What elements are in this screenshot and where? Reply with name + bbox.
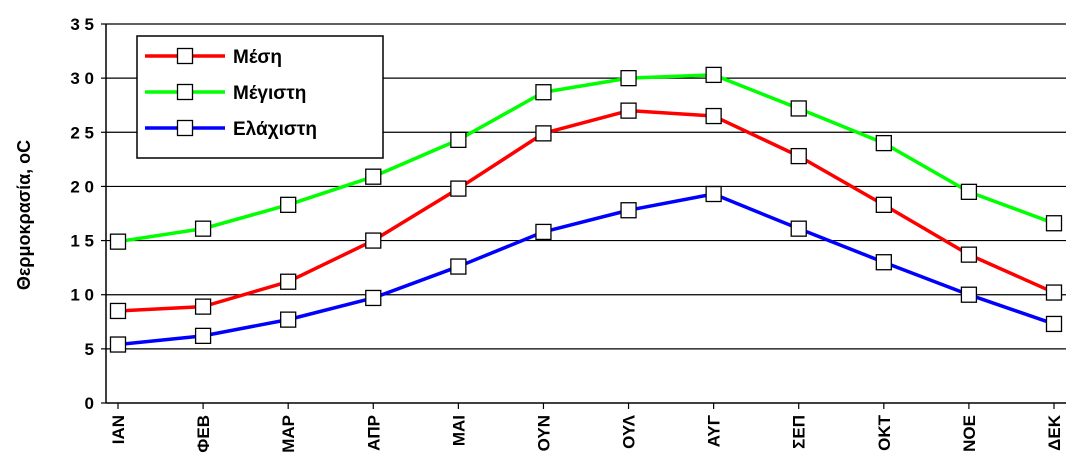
- series-line-1: [117, 108, 1055, 313]
- data-point-marker: [790, 100, 807, 117]
- x-tick-label: ΑΠΡ: [364, 415, 383, 451]
- legend-label: Ελάχιστη: [233, 119, 317, 140]
- y-axis-label: Θερμοκρασία, oC: [14, 140, 34, 290]
- y-tick-label: 3 5: [70, 15, 94, 34]
- legend-marker: [176, 47, 194, 65]
- series-line-3: [117, 192, 1055, 347]
- y-tick-label: 1 5: [70, 232, 94, 251]
- x-tick-label: ΦΕΒ: [194, 415, 213, 453]
- x-tick-labels: ΙΑΝ ΦΕΒ ΜΑΡ ΑΠΡ ΜΑΙ ΟΥΝ ΟΥΛ ΑΥΓ ΣΕΠ ΟΚΤ ΝΟΕ ΔΕΚ: [109, 414, 1064, 452]
- data-point-marker: [194, 327, 212, 345]
- data-point-marker: [790, 147, 807, 165]
- legend-marker: [176, 83, 194, 101]
- legend: Μέση Μέγιστη Ελάχιστη: [136, 35, 384, 159]
- y-tick-label: 3 0: [70, 69, 94, 88]
- x-tick-label: ΑΥΓ: [705, 415, 724, 447]
- data-point-marker: [620, 102, 637, 119]
- y-tick-label: 1 0: [70, 286, 94, 305]
- data-point-marker: [109, 233, 127, 250]
- data-point-marker: [280, 196, 297, 213]
- data-point-marker: [109, 336, 127, 353]
- data-point-marker: [280, 273, 297, 290]
- data-point-marker: [535, 125, 552, 142]
- x-tick-label: ΟΚΤ: [875, 414, 894, 451]
- data-point-marker: [620, 69, 637, 87]
- data-point-marker: [960, 183, 978, 200]
- data-point-marker: [875, 196, 892, 213]
- data-point-marker: [1045, 215, 1063, 232]
- y-tick-label: 5: [85, 340, 94, 359]
- data-point-marker: [280, 311, 297, 328]
- data-point-marker: [450, 258, 467, 275]
- x-tick-label: ΔΕΚ: [1045, 414, 1064, 451]
- x-tick-label: ΜΑΡ: [279, 415, 298, 453]
- data-point-marker: [1045, 315, 1063, 333]
- legend-marker: [176, 119, 194, 137]
- x-tick-label: ΝΟΕ: [960, 415, 979, 452]
- data-point-marker: [875, 134, 892, 152]
- data-point-marker: [705, 185, 722, 203]
- y-tick-labels: 0 5 1 0 1 5 2 0 2 5 3 0 3 5: [70, 15, 94, 413]
- y-tick-label: 0: [85, 394, 94, 413]
- data-point-marker: [535, 223, 552, 241]
- axes: [101, 23, 1066, 409]
- data-point-marker: [535, 84, 552, 101]
- data-point-marker: [875, 254, 892, 271]
- x-tick-label: ΟΥΛ: [620, 414, 639, 449]
- data-point-marker: [1045, 284, 1063, 301]
- data-point-marker: [194, 220, 212, 237]
- x-tick-label: ΣΕΠ: [790, 415, 809, 449]
- data-point-marker: [365, 289, 382, 307]
- x-tick-label: ΜΑΙ: [449, 415, 468, 446]
- data-point-marker: [705, 66, 722, 84]
- data-point-marker: [960, 246, 978, 263]
- y-tick-label: 2 5: [70, 123, 94, 142]
- data-point-marker: [620, 202, 637, 219]
- data-point-marker: [365, 232, 382, 249]
- data-point-marker: [450, 180, 467, 197]
- x-tick-label: ΟΥΝ: [534, 415, 553, 451]
- legend-label: Μέγιστη: [233, 83, 306, 104]
- series-lines: [117, 73, 1055, 347]
- data-point-marker: [705, 107, 722, 125]
- series-line-2: [117, 73, 1055, 244]
- data-point-marker: [790, 220, 807, 237]
- x-tick-label: ΙΑΝ: [109, 415, 128, 444]
- data-point-marker: [450, 131, 467, 149]
- data-point-marker: [109, 302, 127, 320]
- legend-label: Μέση: [233, 47, 282, 68]
- data-point-marker: [365, 168, 382, 185]
- series-markers: [109, 66, 1063, 353]
- y-tick-label: 2 0: [70, 177, 94, 196]
- data-point-marker: [960, 286, 978, 303]
- data-point-marker: [194, 298, 212, 315]
